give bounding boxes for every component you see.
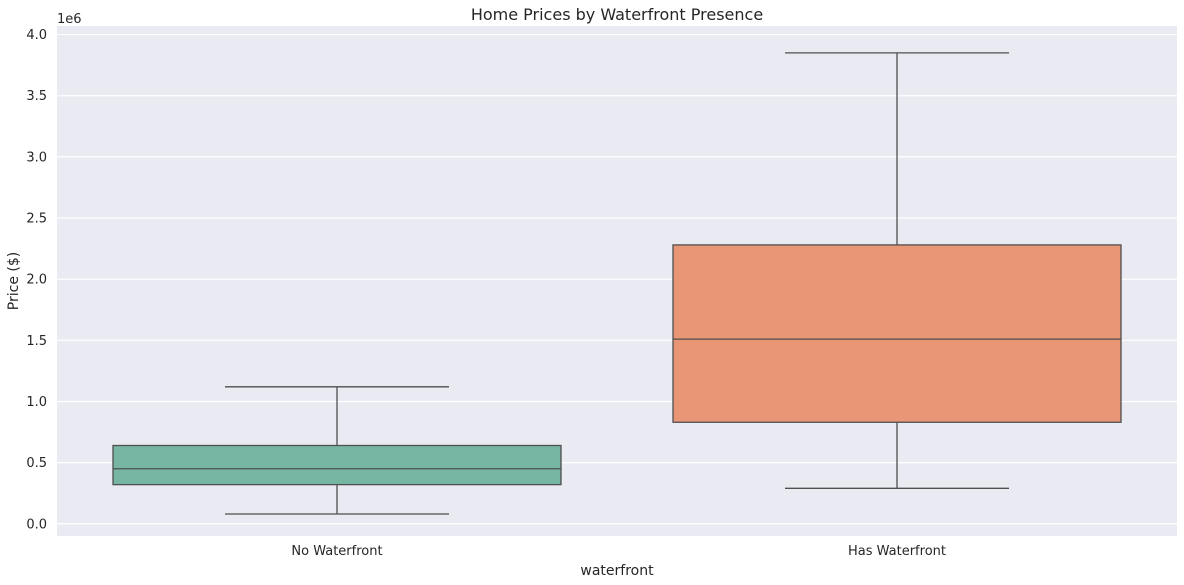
- y-tick-label: 2.5: [26, 212, 47, 227]
- grid-lines: [57, 33, 1177, 525]
- y-offset-label: 1e6: [57, 12, 82, 27]
- y-tick-label: 3.0: [26, 150, 47, 165]
- y-tick-label: 1.0: [26, 395, 47, 410]
- x-tick-label: Has Waterfront: [848, 544, 946, 559]
- y-tick-label: 3.5: [26, 89, 47, 104]
- y-tick-labels: 0.0 0.5 1.0 1.5 2.0 2.5 3.0 3.5 4.0: [26, 28, 47, 532]
- boxes: [112, 52, 1122, 515]
- x-axis-label: waterfront: [580, 563, 654, 579]
- iqr-box: [112, 444, 562, 486]
- y-tick-label: 0.0: [26, 517, 47, 532]
- y-tick-label: 1.5: [26, 334, 47, 349]
- chart-title: Home Prices by Waterfront Presence: [471, 5, 763, 24]
- y-tick-label: 2.0: [26, 273, 47, 288]
- box-has-waterfront: [672, 52, 1122, 489]
- y-tick-label: 4.0: [26, 28, 47, 43]
- x-tick-labels: No Waterfront Has Waterfront: [291, 544, 946, 559]
- y-axis-label: Price ($): [6, 252, 22, 310]
- y-tick-label: 0.5: [26, 456, 47, 471]
- iqr-box: [672, 244, 1122, 423]
- x-tick-label: No Waterfront: [291, 544, 382, 559]
- box-no-waterfront: [112, 386, 562, 515]
